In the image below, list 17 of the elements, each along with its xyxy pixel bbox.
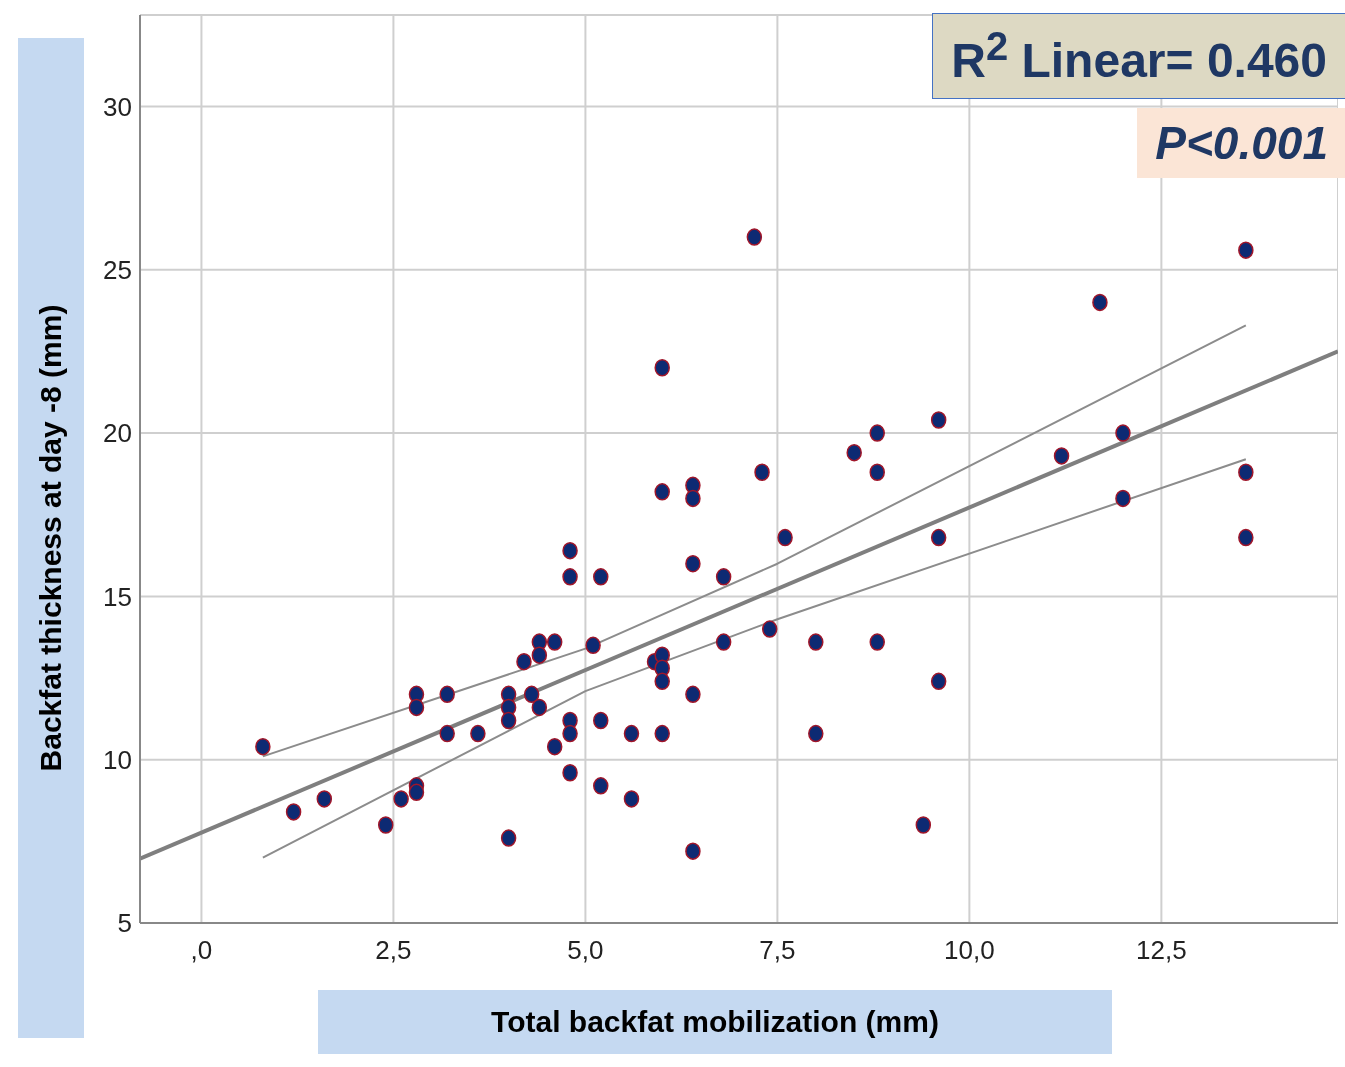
- x-tick-label: 12,5: [1136, 935, 1187, 966]
- annotation: P<0.001: [1155, 117, 1328, 169]
- y-tick-label: 10: [103, 744, 132, 775]
- y-axis-title: Backfat thickness at day -8 (mm): [34, 304, 68, 772]
- x-tick-label: 10,0: [944, 935, 995, 966]
- y-tick-label: 30: [103, 91, 132, 122]
- y-tick-label: 25: [103, 254, 132, 285]
- x-axis-title: Total backfat mobilization (mm): [318, 990, 1112, 1054]
- x-tick-label: 7,5: [759, 935, 796, 966]
- annotation: R$^{2}$ Linear= 0.460: [951, 24, 1327, 87]
- y-tick-label: 15: [103, 581, 132, 612]
- y-tick-label: 5: [117, 908, 132, 939]
- x-tick-label: 5,0: [567, 935, 604, 966]
- line-series: [261, 458, 1247, 859]
- x-tick-label: ,0: [190, 935, 213, 966]
- y-tick-label: 20: [103, 418, 132, 449]
- x-tick-label: 2,5: [375, 935, 412, 966]
